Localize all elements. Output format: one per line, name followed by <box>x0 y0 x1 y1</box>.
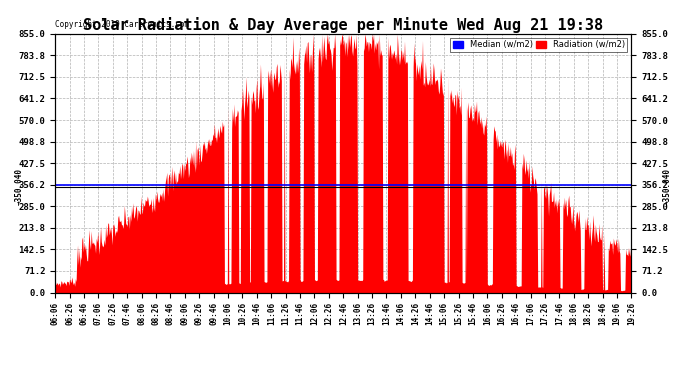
Title: Solar Radiation & Day Average per Minute Wed Aug 21 19:38: Solar Radiation & Day Average per Minute… <box>83 16 603 33</box>
Text: Copyright 2019 Cartronics.com: Copyright 2019 Cartronics.com <box>55 20 189 28</box>
Legend: Median (w/m2), Radiation (w/m2): Median (w/m2), Radiation (w/m2) <box>451 38 627 52</box>
Text: →350.040: →350.040 <box>663 168 672 205</box>
Text: →350.040: →350.040 <box>14 168 23 205</box>
